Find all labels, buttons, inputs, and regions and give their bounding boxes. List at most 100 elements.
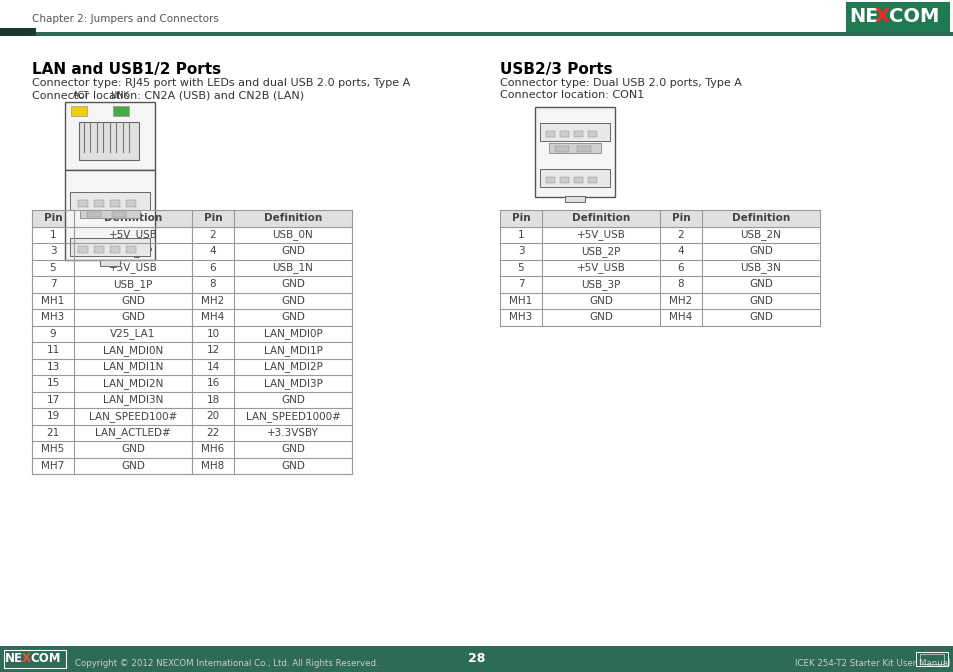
Text: 2: 2 [677,230,683,240]
Text: MH8: MH8 [201,461,224,471]
Bar [70,238,150,256]
Bar [564,196,584,202]
Bar [0,28,36,36]
Text: USB_0P: USB_0P [113,246,152,257]
Text: 17: 17 [47,394,59,405]
Text: GND: GND [281,246,305,256]
Text: LAN_SPEED100#: LAN_SPEED100# [89,411,177,422]
Text: Pin: Pin [671,213,690,223]
Bar [545,177,555,183]
Text: GND: GND [748,246,772,256]
Text: Connector location: CON1: Connector location: CON1 [499,90,643,100]
Bar [110,246,120,253]
Bar [577,146,590,152]
Bar [32,408,352,425]
Bar [65,102,154,170]
Bar [32,441,352,458]
Text: GND: GND [748,280,772,289]
Text: GND: GND [281,444,305,454]
Bar [87,212,101,217]
Text: X: X [22,653,30,665]
Text: +5V_USB: +5V_USB [576,229,625,240]
Text: 3: 3 [50,246,56,256]
Text: Pin: Pin [511,213,530,223]
Bar [499,292,820,309]
Bar [32,325,352,342]
Text: Definition: Definition [571,213,630,223]
Text: 3: 3 [517,246,524,256]
Text: MH1: MH1 [41,296,65,306]
Text: Connector type: Dual USB 2.0 ports, Type A: Connector type: Dual USB 2.0 ports, Type… [499,78,741,88]
Bar [919,654,943,664]
Bar [499,210,820,226]
Text: Pin: Pin [204,213,222,223]
Text: USB_3N: USB_3N [740,262,781,274]
Text: 20: 20 [206,411,219,421]
Bar [112,212,126,217]
Text: MH3: MH3 [41,312,65,323]
Text: +3.3VSBY: +3.3VSBY [267,428,318,437]
Text: LAN_MDI2P: LAN_MDI2P [263,362,322,372]
Bar [32,458,352,474]
Bar [545,131,555,137]
Text: LAN_MDI1P: LAN_MDI1P [263,345,322,355]
Bar [574,131,582,137]
Text: 12: 12 [206,345,219,355]
Text: 22: 22 [206,428,219,437]
Text: LAN_ACTLED#: LAN_ACTLED# [95,427,171,438]
Text: 2: 2 [210,230,216,240]
Text: LAN_MDI3P: LAN_MDI3P [263,378,322,388]
Text: LAN and USB1/2 Ports: LAN and USB1/2 Ports [32,62,221,77]
Bar [79,122,139,160]
Text: 7: 7 [50,280,56,289]
Text: 4: 4 [677,246,683,256]
Text: LAN_MDI0P: LAN_MDI0P [263,329,322,339]
Text: USB_3P: USB_3P [580,279,620,290]
Bar [126,200,136,207]
Bar [499,259,820,276]
Text: 21: 21 [47,428,59,437]
Bar [94,246,104,253]
Text: GND: GND [588,312,612,323]
Bar [32,210,352,226]
Text: LAN_MDI1N: LAN_MDI1N [103,362,163,372]
Bar [574,177,582,183]
Bar [65,170,154,260]
Text: GND: GND [121,461,145,471]
Bar [32,358,352,375]
Text: MH2: MH2 [201,296,224,306]
Text: USB_0N: USB_0N [273,229,313,240]
Bar [915,652,947,666]
Text: 1: 1 [50,230,56,240]
Bar [587,177,597,183]
Text: Definition: Definition [731,213,789,223]
Text: 1: 1 [517,230,524,240]
Text: GND: GND [748,312,772,323]
Text: USB_2N: USB_2N [740,229,781,240]
Text: MH6: MH6 [201,444,224,454]
Bar [499,243,820,259]
Text: 16: 16 [206,378,219,388]
Bar [126,246,136,253]
Bar [32,243,352,259]
Text: GND: GND [281,312,305,323]
Text: Definition: Definition [104,213,162,223]
Text: ICEK 254-T2 Starter Kit User Manual: ICEK 254-T2 Starter Kit User Manual [794,659,949,668]
Text: MH1: MH1 [509,296,532,306]
Bar [70,192,150,210]
Text: MH5: MH5 [41,444,65,454]
Bar [32,259,352,276]
Text: GND: GND [588,296,612,306]
Bar [32,392,352,408]
Text: MH4: MH4 [201,312,224,323]
Text: 15: 15 [47,378,59,388]
Bar [78,200,88,207]
Bar [0,32,953,36]
Text: 10: 10 [206,329,219,339]
Bar [0,646,953,672]
Text: LAN_MDI3N: LAN_MDI3N [103,394,163,405]
Bar [559,131,568,137]
Text: Pin: Pin [44,213,62,223]
Text: Connector location: CN2A (USB) and CN2B (LAN): Connector location: CN2A (USB) and CN2B … [32,90,304,100]
Text: ACT: ACT [73,91,90,100]
